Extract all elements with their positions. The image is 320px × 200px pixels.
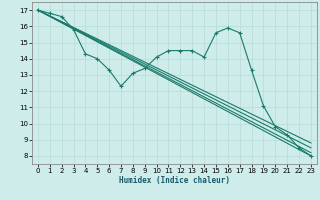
X-axis label: Humidex (Indice chaleur): Humidex (Indice chaleur) [119,176,230,185]
